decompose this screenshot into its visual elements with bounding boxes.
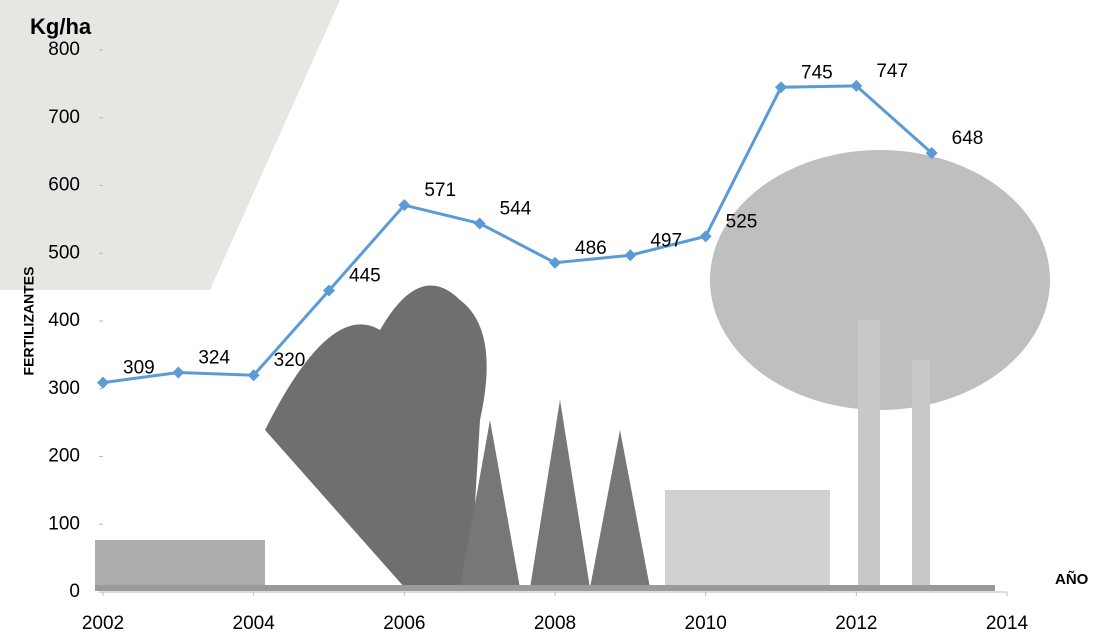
data-point (549, 256, 561, 269)
y-tick-label: 400 (48, 310, 80, 331)
x-axis-title: AÑO (1055, 570, 1089, 588)
palm-crown (710, 150, 1050, 410)
y-tick-label: 300 (48, 378, 80, 399)
x-tick-label: 2010 (685, 613, 727, 634)
data-label: 525 (726, 211, 758, 232)
data-point (925, 146, 938, 159)
data-label: 486 (575, 238, 607, 259)
x-tick-label: 2008 (534, 613, 576, 634)
data-point (473, 217, 486, 230)
grass (95, 540, 265, 588)
data-label: 320 (274, 350, 306, 371)
y-tick-label: 700 (48, 107, 80, 128)
data-label: 648 (952, 128, 984, 149)
y-tick-label: 0 (69, 581, 80, 602)
x-tick-label: 2012 (835, 613, 877, 634)
data-point (247, 369, 260, 382)
y-tick-label: 100 (48, 513, 80, 534)
x-tick-label: 2004 (233, 613, 276, 634)
y-axis-title: FERTILIZANTES (21, 267, 37, 376)
data-label: 745 (801, 62, 833, 83)
y-tick-label: 800 (48, 39, 80, 60)
y-unit-label: Kg/ha (30, 14, 92, 39)
data-point (850, 79, 863, 92)
data-label: 445 (349, 266, 381, 287)
data-label: 497 (650, 230, 682, 251)
x-tick-label: 2002 (82, 613, 124, 634)
y-tick-label: 600 (48, 175, 80, 196)
data-point (323, 284, 335, 297)
data-label: 571 (424, 180, 456, 201)
corn-plants (460, 400, 650, 588)
data-point (699, 230, 712, 243)
palm-trunk (912, 360, 930, 585)
data-label: 747 (876, 61, 908, 82)
data-point (775, 81, 787, 94)
data-point (624, 249, 637, 262)
data-point (398, 199, 411, 212)
data-line (102, 84, 933, 385)
banana-plant (265, 285, 487, 588)
x-tick-label: 2006 (383, 613, 425, 634)
background-art (0, 0, 1050, 591)
palm-trunk (858, 320, 880, 585)
data-point (172, 366, 185, 379)
ground (95, 585, 995, 591)
y-tick-label: 200 (48, 446, 80, 467)
data-label: 324 (198, 348, 230, 369)
data-point (97, 376, 109, 389)
data-label: 544 (500, 198, 532, 219)
reeds (665, 490, 830, 588)
x-tick-label: 2014 (986, 613, 1029, 634)
background-photo (0, 0, 340, 290)
y-tick-label: 500 (48, 242, 80, 263)
data-label: 309 (123, 358, 155, 379)
